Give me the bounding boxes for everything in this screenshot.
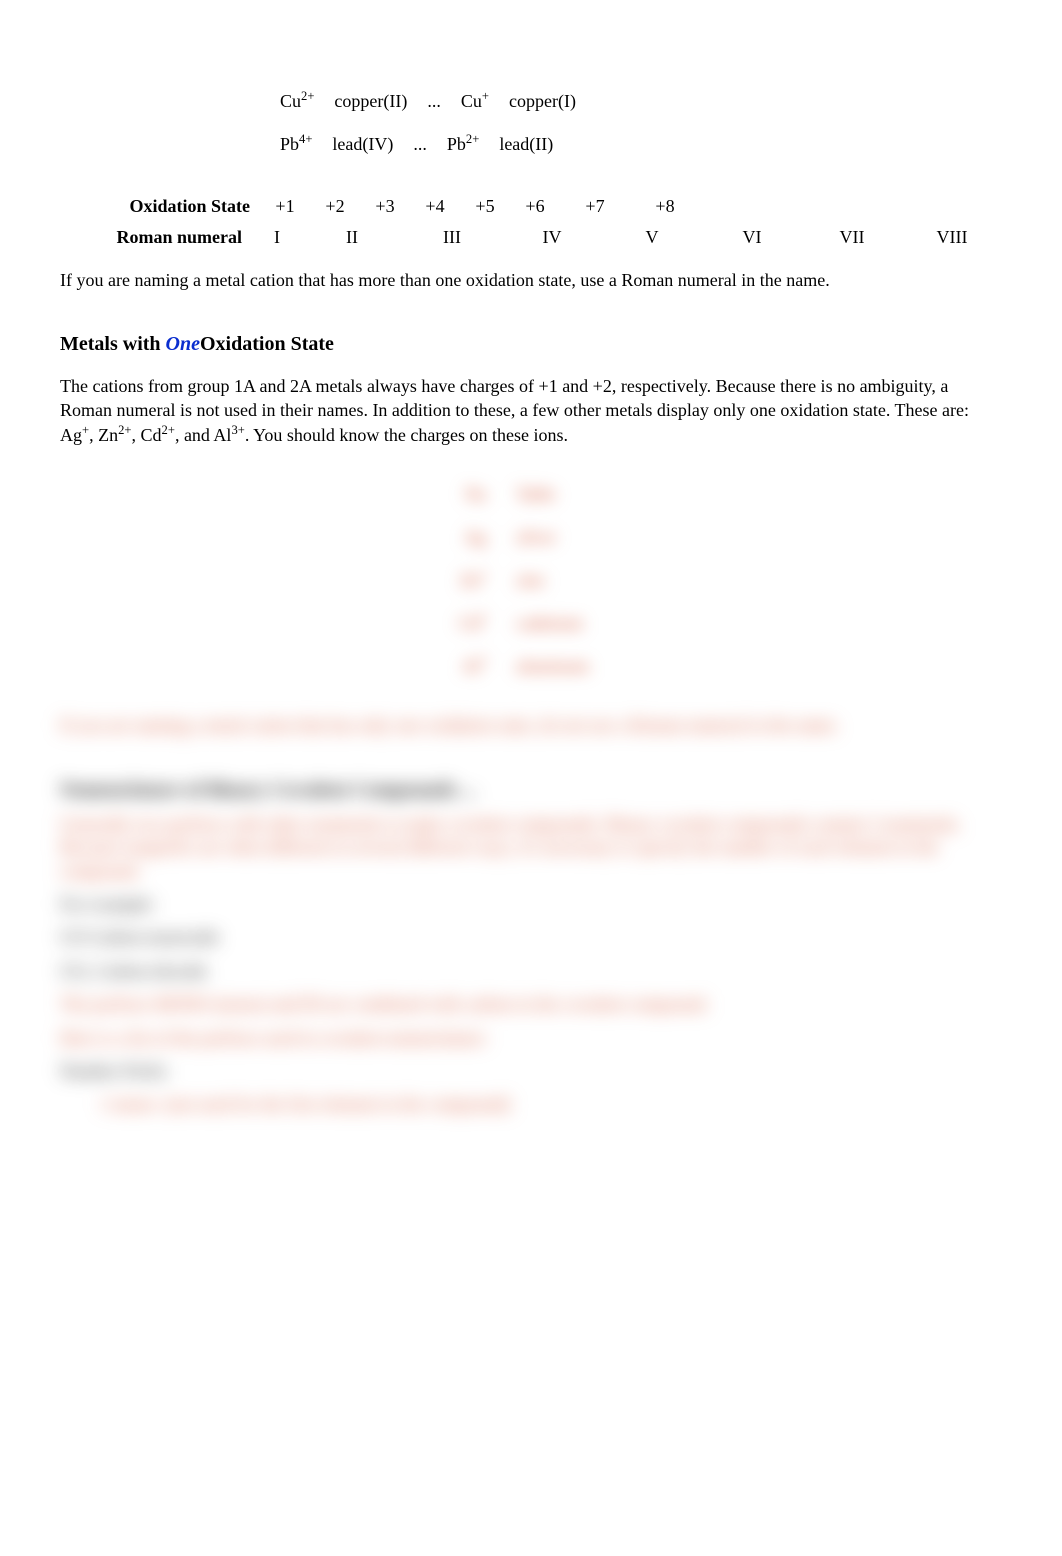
table-row: Na Table [401, 473, 661, 516]
ion-symbol: Pb2+ [447, 123, 479, 166]
ox-value: +2 [310, 196, 360, 217]
blurred-paragraph: Generally two prefixes with other nonmet… [60, 813, 1002, 883]
ox-value: +4 [410, 196, 460, 217]
heading-text: Metals with [60, 333, 166, 355]
ion-cell: Ag [426, 516, 486, 559]
paragraph: The cations from group 1A and 2A metals … [60, 374, 1002, 448]
ion-example-row: Cu2+ copper(II) ... Cu+ copper(I) [280, 80, 1002, 123]
ion-symbol: Cu+ [461, 80, 489, 123]
blurred-heading: Nomenclature of Binary Covalent Compound… [60, 777, 1002, 803]
roman-numeral-row: Roman numeral I II III IV V VI VII VIII [60, 227, 1002, 248]
ion-name: lead(IV) [332, 123, 393, 166]
blurred-example: CO Carbon monoxide [60, 926, 1002, 949]
ion-cell: Al3 [426, 645, 486, 688]
oxidation-state-row: Oxidation State +1 +2 +3 +4 +5 +6 +7 +8 [60, 196, 1002, 217]
ion-name: copper(II) [334, 80, 407, 123]
name-cell: zinc [516, 559, 636, 602]
blurred-label: For example: [60, 893, 1002, 916]
name-cell: silver [516, 516, 636, 559]
name-cell: cadmium [516, 602, 636, 645]
ion-cell: Na [426, 473, 486, 516]
roman-value: I [252, 227, 302, 248]
separator: ... [427, 80, 441, 123]
table-row: Al3 aluminum [401, 645, 661, 688]
separator: ... [413, 123, 427, 166]
document-page: Cu2+ copper(II) ... Cu+ copper(I) Pb4+ l… [0, 0, 1062, 1187]
table-row: Zn2 zinc [401, 559, 661, 602]
heading-emphasis: One [166, 333, 200, 355]
ion-name: copper(I) [509, 80, 576, 123]
blurred-paragraph: Here is a list of the prefixes used in c… [60, 1027, 1002, 1050]
blurred-paragraph: The prefixes MONO (mono) and DI are comb… [60, 993, 1002, 1016]
roman-value: V [602, 227, 702, 248]
table-row: Ag silver [401, 516, 661, 559]
ion-examples-block: Cu2+ copper(II) ... Cu+ copper(I) Pb4+ l… [280, 80, 1002, 166]
table-row: Cd2 cadmium [401, 602, 661, 645]
section-heading: Metals with OneOxidation State [60, 333, 1002, 356]
ox-value: +6 [510, 196, 560, 217]
ion-symbol: Pb4+ [280, 123, 312, 166]
ion-symbol: Cu2+ [280, 80, 314, 123]
heading-text: Oxidation State [200, 333, 334, 355]
ox-value: +1 [260, 196, 310, 217]
roman-value: II [302, 227, 402, 248]
single-oxidation-table: Na Table Ag silver Zn2 zinc Cd2 cadmium … [401, 473, 661, 689]
ion-name: lead(II) [499, 123, 553, 166]
name-cell: Table [516, 473, 636, 516]
blurred-line: If you are naming a metal cation that ha… [60, 714, 1002, 737]
row-label: Roman numeral [60, 227, 252, 248]
blurred-example: CO₂ Carbon dioxide [60, 960, 1002, 983]
row-label: Oxidation State [60, 196, 260, 217]
blurred-table-row: 1 mono- (not used for the first element … [100, 1093, 1002, 1116]
paragraph: If you are naming a metal cation that ha… [60, 268, 1002, 292]
ox-value: +3 [360, 196, 410, 217]
roman-value: VIII [902, 227, 1002, 248]
roman-value: IV [502, 227, 602, 248]
ion-cell: Zn2 [426, 559, 486, 602]
ion-cell: Cd2 [426, 602, 486, 645]
blurred-table-header: Number Prefix [60, 1060, 1002, 1083]
ion-example-row: Pb4+ lead(IV) ... Pb2+ lead(II) [280, 123, 1002, 166]
roman-value: VII [802, 227, 902, 248]
ox-value: +7 [560, 196, 630, 217]
ox-value: +5 [460, 196, 510, 217]
name-cell: aluminum [516, 645, 636, 688]
obscured-content: If you are naming a metal cation that ha… [60, 714, 1002, 1117]
oxidation-state-table: Oxidation State +1 +2 +3 +4 +5 +6 +7 +8 … [60, 196, 1002, 248]
roman-value: VI [702, 227, 802, 248]
roman-value: III [402, 227, 502, 248]
ox-value: +8 [630, 196, 700, 217]
